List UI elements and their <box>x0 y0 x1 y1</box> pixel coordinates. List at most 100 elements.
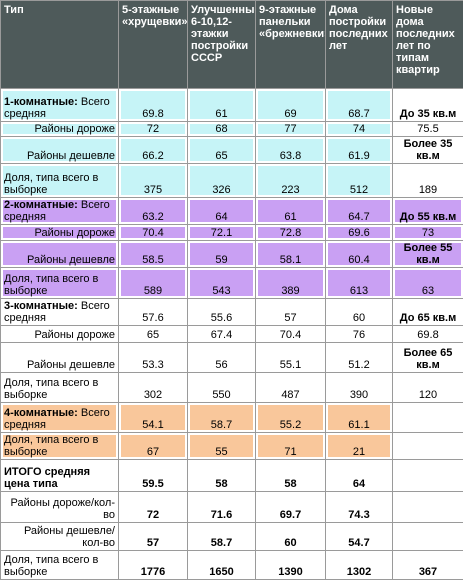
table-cell: 67 <box>119 433 188 460</box>
table-cell: 51.2 <box>326 343 393 373</box>
row-label: Доля, типа всего в выборке <box>1 433 119 460</box>
table-cell: 613 <box>326 268 393 299</box>
row-label: 2-комнатные: Всего средняя <box>1 198 119 225</box>
row-label-text: Районы дороже <box>34 329 115 341</box>
table-cell: 60 <box>326 299 393 326</box>
row-label-text: Районы дешевле <box>27 254 115 266</box>
row-label: Доля, типа всего в выборке <box>1 268 119 299</box>
table-cell: 326 <box>188 164 256 198</box>
table-cell <box>393 492 463 523</box>
table-cell: 1302 <box>326 551 393 580</box>
table-cell <box>393 523 463 551</box>
table-cell <box>393 403 463 433</box>
table-cell: 63 <box>393 268 463 299</box>
row-label: ИТОГО средняя цена типа <box>1 460 119 492</box>
table-cell: Более 55 кв.м <box>393 241 463 268</box>
table-cell: 74.3 <box>326 492 393 523</box>
table-cell: До 65 кв.м <box>393 299 463 326</box>
column-header: Тип <box>1 1 119 89</box>
row-label-text: Доля, типа всего в выборке <box>4 554 98 578</box>
table-cell: 72.1 <box>188 225 256 241</box>
table-cell: 67.4 <box>188 326 256 343</box>
table-cell: 72.8 <box>256 225 326 241</box>
column-header: Новые дома последних лет по типам кварти… <box>393 1 463 89</box>
row-label-text: Районы дешевле <box>27 359 115 371</box>
column-header: Дома постройки последних лет <box>326 1 393 89</box>
row-label: Районы дороже <box>1 225 119 241</box>
row-label: Районы дороже/кол-во <box>1 492 119 523</box>
table-cell: 74 <box>326 122 393 137</box>
table-cell: 76 <box>326 326 393 343</box>
table-cell: 70.4 <box>256 326 326 343</box>
row-label-text: Доля, типа всего в выборке <box>4 434 98 458</box>
row-label: Доля, типа всего в выборке <box>1 373 119 403</box>
table-cell: 487 <box>256 373 326 403</box>
row-label: 3-комнатные: Всего средняя <box>1 299 119 326</box>
row-label-text: Районы дешевле <box>27 150 115 162</box>
table-cell: 543 <box>188 268 256 299</box>
table-cell: 75.5 <box>393 122 463 137</box>
table-cell: 56 <box>188 343 256 373</box>
row-label-bold: 4-комнатные: <box>4 407 78 419</box>
table-cell: 58 <box>188 460 256 492</box>
table-cell: 77 <box>256 122 326 137</box>
table-cell: 59 <box>188 241 256 268</box>
table-cell: 58.1 <box>256 241 326 268</box>
table-cell: 69 <box>256 89 326 122</box>
table-cell: 55 <box>188 433 256 460</box>
row-label-text: Районы дороже <box>34 227 115 239</box>
table-cell: 55.2 <box>256 403 326 433</box>
table-cell: Более 35 кв.м <box>393 137 463 164</box>
table-cell: 68.7 <box>326 89 393 122</box>
table-cell: 69.8 <box>119 89 188 122</box>
table-cell: 389 <box>256 268 326 299</box>
row-label: Районы дешевле/кол-во <box>1 523 119 551</box>
table-cell: 58 <box>256 460 326 492</box>
table-cell: 189 <box>393 164 463 198</box>
column-header: 9-этажные панельки «брежневки» <box>256 1 326 89</box>
table-cell: 68 <box>188 122 256 137</box>
table-cell: 63.8 <box>256 137 326 164</box>
table-cell: 64 <box>326 460 393 492</box>
table-cell: 69.8 <box>393 326 463 343</box>
table-cell: 71.6 <box>188 492 256 523</box>
table-cell: 64.7 <box>326 198 393 225</box>
row-label-text: Районы дороже <box>34 123 115 135</box>
table-cell: 53.3 <box>119 343 188 373</box>
table-cell: 70.4 <box>119 225 188 241</box>
table-cell: 589 <box>119 268 188 299</box>
table-cell: 58.7 <box>188 523 256 551</box>
table-cell: 57 <box>119 523 188 551</box>
table-cell: 1390 <box>256 551 326 580</box>
table-cell: 61 <box>188 89 256 122</box>
row-label: Районы дешевле <box>1 241 119 268</box>
table-cell: 302 <box>119 373 188 403</box>
row-label-text: Доля, типа всего в выборке <box>4 172 98 196</box>
table-cell: 512 <box>326 164 393 198</box>
row-label: Районы дешевле <box>1 137 119 164</box>
table-cell: 223 <box>256 164 326 198</box>
table-cell: 65 <box>188 137 256 164</box>
table-cell: 69.7 <box>256 492 326 523</box>
table-cell: 72 <box>119 492 188 523</box>
table-cell: 57 <box>256 299 326 326</box>
table-cell: 120 <box>393 373 463 403</box>
table-cell: До 35 кв.м <box>393 89 463 122</box>
column-header: Улучшенные 6-10,12-этажки постройки СССР <box>188 1 256 89</box>
